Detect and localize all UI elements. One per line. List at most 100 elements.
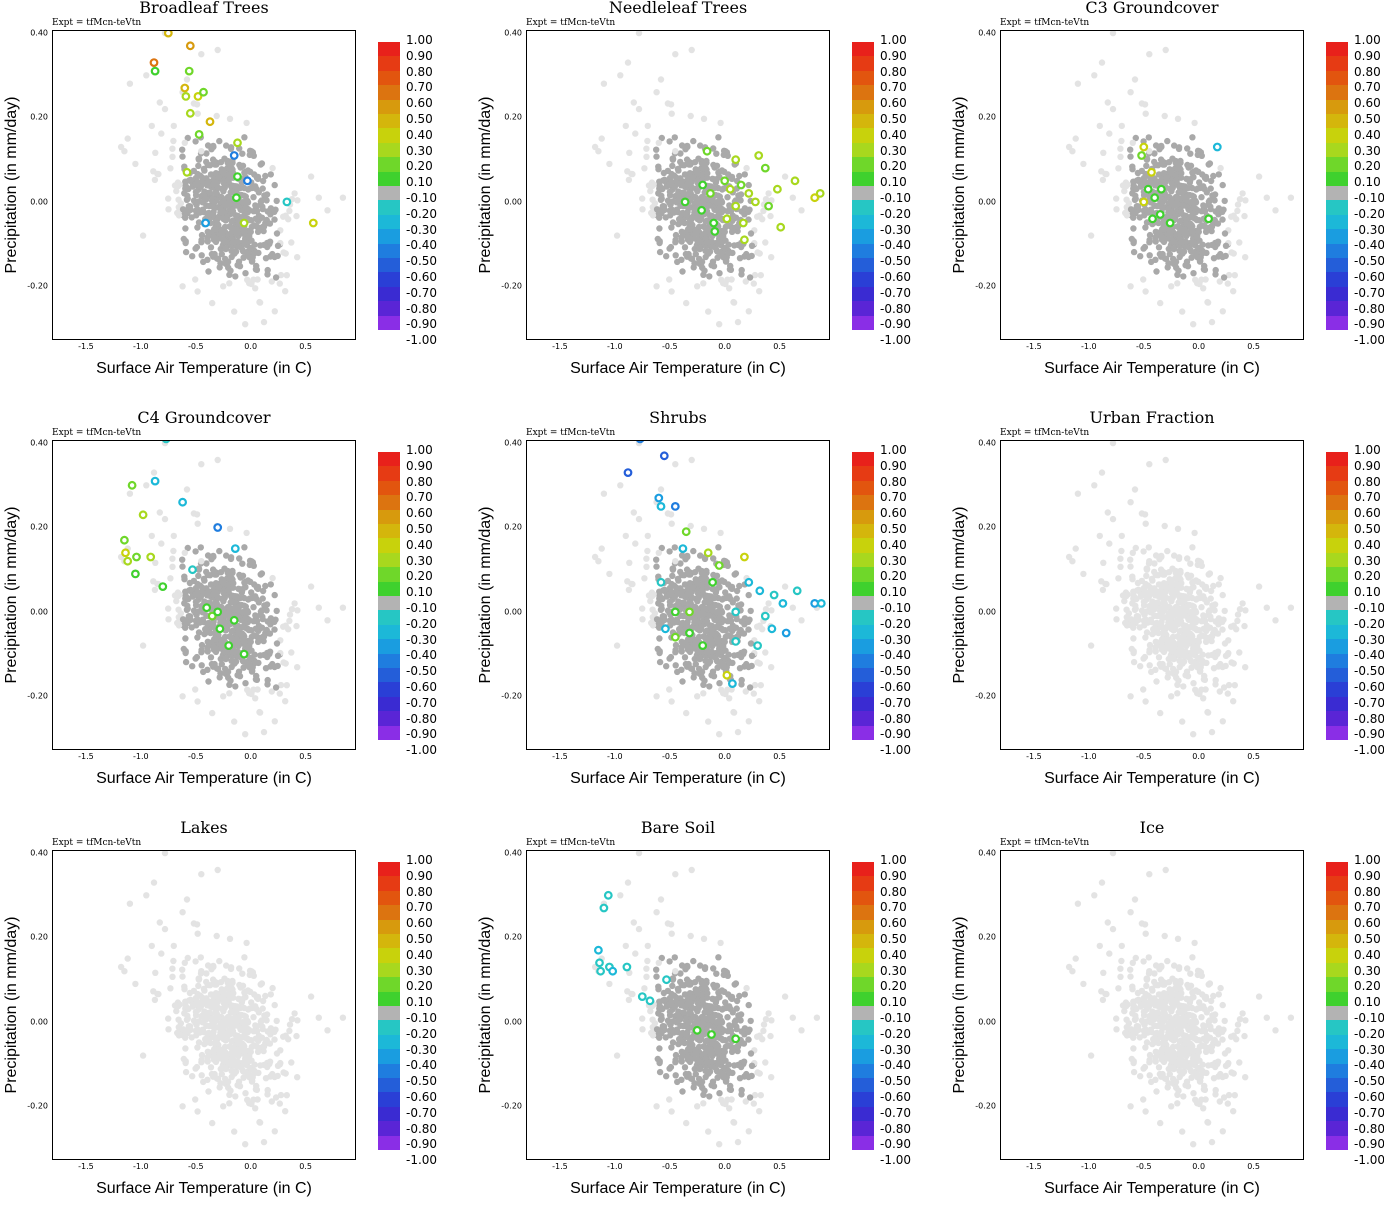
scatter-point (1228, 249, 1235, 256)
scatter-point (746, 684, 754, 691)
colorbar-swatch (1326, 452, 1348, 467)
scatter-point (1091, 72, 1098, 79)
scatter-point (1098, 59, 1106, 66)
scatter-point (150, 469, 158, 476)
scatter-point (273, 607, 280, 615)
scatter-point (231, 248, 239, 255)
scatter-point (190, 577, 198, 585)
scatter-point (267, 991, 274, 998)
scatter-point (1152, 629, 1159, 636)
scatter-point (179, 563, 186, 570)
scatter-point (240, 228, 247, 235)
scatter-point (1129, 139, 1136, 146)
scatter-point (206, 1009, 213, 1016)
colorbar-label: -1.00 (1354, 333, 1384, 348)
scatter-point (1174, 115, 1182, 123)
colored-scatter-point (778, 598, 788, 608)
scatter-point (648, 209, 655, 217)
colorbar-label: -0.60 (406, 270, 438, 284)
scatter-point (724, 222, 732, 229)
scatter-point (1146, 461, 1153, 468)
x-axis-label: Surface Air Temperature (in C) (96, 360, 312, 377)
scatter-point (1189, 239, 1196, 246)
colored-scatter-point (178, 497, 188, 507)
scatter-point (207, 1064, 215, 1071)
scatter-point (656, 658, 664, 666)
scatter-point (1188, 192, 1196, 199)
scatter-point (204, 228, 211, 235)
scatter-point (268, 278, 275, 285)
scatter-point (1154, 599, 1161, 606)
scatter-point (256, 299, 264, 306)
scatter-point (672, 231, 680, 239)
scatter-point (669, 162, 676, 170)
colorbar-swatch (852, 524, 874, 539)
colorbar-swatch (1326, 128, 1348, 144)
scatter-point (709, 630, 716, 637)
scatter-point (1219, 216, 1226, 223)
scatter-point (674, 601, 681, 609)
colorbar-swatch (378, 157, 400, 173)
scatter-point (148, 532, 155, 540)
colored-scatter-point (709, 218, 719, 228)
scatter-point (630, 99, 637, 106)
scatter-point (222, 612, 230, 619)
colored-scatter-point (1139, 142, 1149, 152)
y-tick-label: 0.40 (504, 28, 522, 38)
colored-scatter-point (239, 649, 249, 659)
scatter-point (241, 134, 248, 141)
scatter-point (1152, 638, 1159, 645)
colored-scatter-point (731, 201, 741, 211)
scatter-point (734, 241, 742, 249)
colorbar-label: 0.40 (406, 127, 433, 142)
scatter-point (204, 256, 211, 263)
scatter-point (1130, 183, 1138, 190)
scatter-point (258, 624, 266, 631)
colorbar-label: 1.00 (880, 443, 907, 457)
scatter-point (285, 216, 292, 223)
colorbar-label: -0.40 (1354, 648, 1384, 663)
scatter-point (267, 171, 274, 178)
colorbar-swatch (1326, 668, 1348, 683)
scatter-point (183, 486, 191, 493)
scatter-point (192, 138, 199, 145)
scatter-point (681, 244, 689, 251)
y-tick-label: 0.40 (504, 438, 522, 448)
scatter-point (1202, 173, 1210, 181)
colorbar-label: 0.20 (406, 569, 433, 584)
scatter-point (198, 871, 205, 878)
scatter-point (266, 630, 274, 637)
scatter-point (192, 1065, 199, 1072)
scatter-point (1180, 202, 1187, 209)
x-tick-label: 0.0 (244, 752, 258, 761)
scatter-point (293, 1032, 300, 1040)
scatter-point (1123, 592, 1130, 600)
colorbar-swatch (852, 315, 874, 331)
scatter-point (243, 529, 250, 537)
colorbar-swatch (1326, 466, 1348, 482)
scatter-point (216, 957, 223, 965)
scatter-point (291, 190, 298, 197)
colorbar-swatch (1326, 725, 1348, 741)
colorbar-swatch (1326, 596, 1348, 611)
colorbar-swatch (852, 538, 874, 554)
scatter-point (241, 1059, 248, 1066)
scatter-point (179, 909, 186, 916)
scatter-point (1215, 205, 1223, 212)
x-tick-label: 0.0 (244, 342, 258, 351)
colorbar-label: -0.10 (880, 191, 912, 205)
colorbar-label: 0.30 (880, 553, 907, 568)
scatter-point (1203, 659, 1210, 667)
scatter-point (200, 191, 207, 199)
scatter-point (245, 1006, 252, 1013)
colorbar-swatch (852, 653, 874, 669)
colorbar-swatch (852, 229, 874, 245)
colored-scatter-point (188, 565, 197, 575)
scatter-point (152, 149, 159, 156)
scatter-point (241, 544, 248, 551)
scatter-point (742, 278, 749, 285)
scatter-point (1143, 566, 1151, 573)
colored-scatter-point (130, 569, 140, 579)
scatter-point (1194, 690, 1201, 697)
